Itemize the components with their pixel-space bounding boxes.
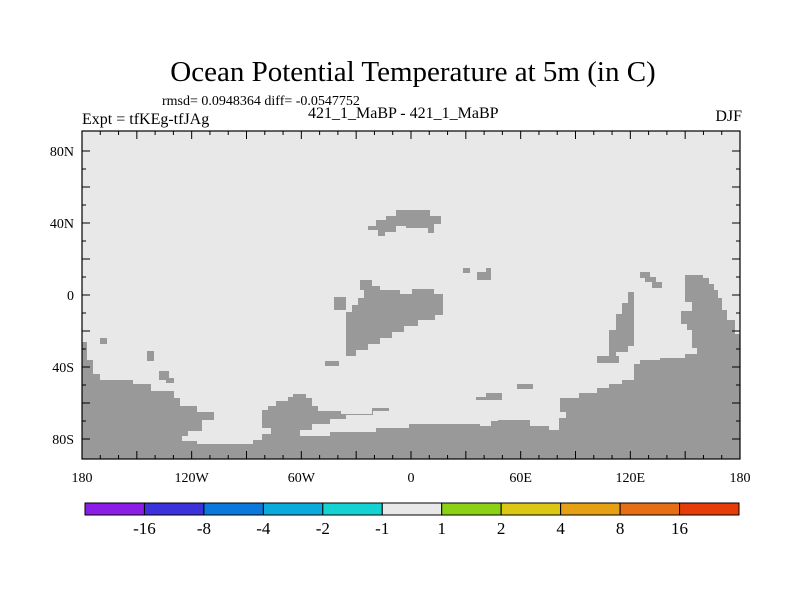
stats-label: rmsd= 0.0948364 diff= -0.0547752 [162, 94, 360, 109]
lat-label: 80N [50, 145, 74, 160]
land-island-8 [597, 356, 619, 363]
lat-label: 40N [50, 217, 74, 232]
land-island-9 [517, 384, 533, 389]
land-antarctica [82, 275, 740, 459]
colorbar-labels: -16 -8 -4 -2 -1 1 2 4 8 16 [133, 519, 688, 538]
latitude-labels: 80N 40N 0 40S 80S [50, 145, 74, 448]
colorbar [84, 502, 740, 516]
lon-label: 180 [730, 471, 751, 486]
land-island-6 [463, 268, 470, 273]
colorbar-box [381, 502, 443, 516]
land-island-10 [476, 393, 502, 400]
colorbar-box [84, 502, 145, 516]
lon-label: 120W [175, 471, 210, 486]
colorbar-box [441, 502, 502, 516]
colorbar-label: 8 [616, 519, 625, 538]
colorbar-box [262, 502, 324, 516]
colorbar-label: -1 [375, 519, 389, 538]
map-title: Ocean Potential Temperature at 5m (in C) [170, 56, 656, 88]
axis-ticks [81, 131, 741, 459]
land-south-america [346, 280, 443, 356]
colorbar-box [619, 502, 681, 516]
lon-label: 180 [72, 471, 93, 486]
colorbar-label: 4 [556, 519, 565, 538]
longitude-labels: 180 120W 60W 0 60E 120E 180 [72, 471, 751, 486]
colorbar-label: -2 [316, 519, 330, 538]
colorbar-box [143, 502, 205, 516]
land-island-4 [334, 297, 346, 310]
lat-label: 40S [52, 361, 74, 376]
experiment-label: Expt = tfKEg-tfJAg [82, 111, 210, 128]
colorbar-box [322, 502, 383, 516]
lat-label: 80S [52, 433, 74, 448]
land-layer [82, 210, 740, 459]
colorbar-label: 1 [437, 519, 446, 538]
colorbar-box [500, 502, 562, 516]
land-east-island [609, 292, 634, 358]
colorbar-box [560, 502, 621, 516]
colorbar-label: -16 [133, 519, 156, 538]
land-island-2 [147, 351, 154, 361]
season-label: DJF [715, 108, 742, 125]
land-island-5 [325, 361, 339, 366]
colorbar-box [679, 502, 740, 516]
lon-label: 60W [288, 471, 316, 486]
lon-label: 0 [408, 471, 415, 486]
colorbar-label: 2 [497, 519, 506, 538]
land-indonesia [640, 272, 662, 288]
land-north-atlantic [368, 210, 441, 236]
lon-label: 60E [509, 471, 532, 486]
lon-label: 120E [616, 471, 646, 486]
land-island-7 [477, 268, 491, 280]
colorbar-label: -8 [197, 519, 211, 538]
colorbar-box [203, 502, 264, 516]
land-island-3 [159, 371, 174, 383]
runs-label: 421_1_MaBP - 421_1_MaBP [308, 105, 499, 122]
land-island-1 [100, 338, 107, 344]
colorbar-label: -4 [256, 519, 271, 538]
lat-label: 0 [67, 289, 74, 304]
colorbar-label: 16 [671, 519, 688, 538]
